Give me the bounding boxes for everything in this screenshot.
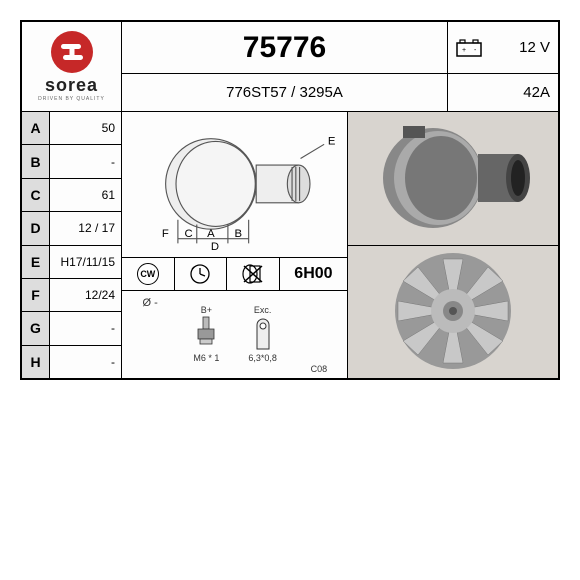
svg-text:D: D [211, 241, 219, 253]
row-labels: A B C D E F G H [22, 112, 50, 378]
diameter-cell: Ø - [122, 291, 178, 378]
connector-row: Ø - B+ M6 * 1 Exc. 6,3*0 [122, 291, 347, 378]
alternator-schematic-icon: F C A D B E [126, 116, 343, 253]
battery-icon: + - [448, 22, 490, 73]
photo-column [348, 112, 558, 378]
logo-box: sorea DRIVEN BY QUALITY [22, 22, 122, 111]
svg-text:A: A [207, 228, 215, 240]
logo-mark [51, 31, 93, 73]
dimension-diagram: F C A D B E [122, 112, 347, 258]
bolt-label: M6 * 1 [193, 353, 219, 363]
row-label: C [22, 178, 50, 211]
row-value: 50 [50, 112, 122, 144]
row-values: 50 - 61 12 / 17 H17/11/15 12/24 - - [50, 112, 122, 378]
row-value: 12/24 [50, 278, 122, 311]
diagram-column: F C A D B E CW [122, 112, 348, 378]
row-label: B [22, 144, 50, 177]
svg-text:C: C [184, 228, 192, 240]
photo-front-view [348, 246, 558, 379]
row-value: 12 / 17 [50, 211, 122, 244]
svg-text:F: F [162, 228, 169, 240]
bolt-cell: B+ M6 * 1 [178, 291, 234, 378]
bolt-icon [196, 315, 216, 351]
datasheet: sorea DRIVEN BY QUALITY 75776 776ST57 / … [20, 20, 560, 380]
bolt-label-top: B+ [201, 305, 212, 315]
photo-side-view [348, 112, 558, 246]
row-label: H [22, 345, 50, 378]
connector-code: C08 [311, 364, 328, 374]
row-value: - [50, 311, 122, 344]
rotation-cell: CW [122, 258, 175, 290]
header-row: sorea DRIVEN BY QUALITY 75776 776ST57 / … [22, 22, 558, 112]
logo-s-icon [59, 42, 85, 62]
svg-text:-: - [474, 47, 477, 54]
svg-text:E: E [328, 135, 336, 147]
connector-code-cell: C08 [291, 291, 347, 378]
row-label: E [22, 245, 50, 278]
brand-name: sorea [45, 75, 98, 96]
row-value: - [50, 144, 122, 177]
code-cell: 6H00 [280, 258, 347, 290]
terminal-label: 6,3*0,8 [248, 353, 277, 363]
row-value: - [50, 345, 122, 378]
svg-text:B: B [235, 228, 243, 240]
row-label: G [22, 311, 50, 344]
mid-spec-row: CW 6H00 [122, 258, 347, 291]
row-label: A [22, 112, 50, 144]
pulley-cross-icon [241, 263, 265, 285]
row-label: D [22, 211, 50, 244]
row-label: F [22, 278, 50, 311]
cw-icon: CW [137, 263, 159, 285]
alternator-side-icon [363, 118, 543, 238]
terminal-icon [254, 315, 272, 351]
alternator-fan-icon [388, 249, 518, 374]
voltage-value: 12 V [490, 22, 558, 73]
voltage-row: + - 12 V [448, 22, 558, 74]
amperage-value: 42A [448, 74, 558, 111]
title-box: 75776 776ST57 / 3295A [122, 22, 448, 111]
sub-reference: 776ST57 / 3295A [122, 74, 447, 111]
terminal-cell: Exc. 6,3*0,8 [235, 291, 291, 378]
svg-text:+: + [462, 47, 466, 54]
spec-box: + - 12 V 42A [448, 22, 558, 111]
row-value: H17/11/15 [50, 245, 122, 278]
terminal-label-top: Exc. [254, 305, 272, 315]
main-grid: A B C D E F G H 50 - 61 12 / 17 H17/11/1… [22, 112, 558, 378]
part-number: 75776 [122, 22, 447, 74]
pulley-cross-cell [227, 258, 280, 290]
brand-tagline: DRIVEN BY QUALITY [38, 96, 105, 102]
clock-icon [189, 263, 211, 285]
row-value: 61 [50, 178, 122, 211]
clock-cell [175, 258, 228, 290]
